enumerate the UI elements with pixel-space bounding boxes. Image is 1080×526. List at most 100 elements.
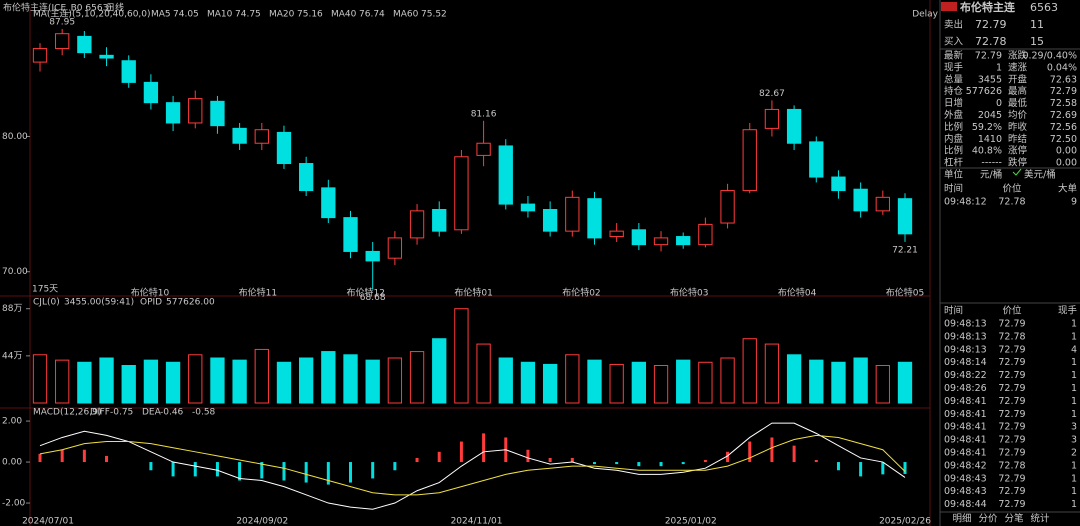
- stat-value: 72.58: [1050, 98, 1077, 109]
- volume-bar: [676, 359, 691, 404]
- stat-label: 昨结: [1008, 133, 1027, 145]
- volume-bar: [343, 354, 358, 404]
- check-icon: [1012, 168, 1022, 176]
- legend-value: 76.74: [359, 10, 385, 20]
- volume-bar: [764, 343, 780, 404]
- volume-bar: [188, 354, 203, 404]
- stat-label: 最低: [1008, 97, 1028, 109]
- stat-label: 最新: [944, 50, 964, 62]
- volume-bar: [520, 361, 536, 404]
- table-cell: 72.79: [998, 499, 1025, 510]
- candle-body: [432, 209, 447, 232]
- volume-bar: [165, 361, 181, 404]
- y-tick-label: -2.00: [2, 499, 26, 509]
- table-cell: 09:48:13: [944, 319, 987, 330]
- period-label: 布伦特04: [778, 287, 817, 299]
- tab[interactable]: 统计: [1030, 513, 1050, 525]
- candle-body: [764, 108, 780, 129]
- candle-body: [121, 60, 136, 83]
- table-header: 现手: [1058, 305, 1078, 317]
- y-tick-label: 80.00: [2, 132, 28, 142]
- legend-name: DIFF: [90, 408, 110, 418]
- candle-body: [232, 127, 247, 144]
- table-cell: 72.78: [998, 331, 1025, 342]
- table-cell: 09:48:44: [944, 499, 987, 510]
- stat-value: 3455: [978, 74, 1002, 85]
- candle-body: [742, 129, 757, 192]
- tab[interactable]: 分笔: [1004, 513, 1023, 525]
- date-label: 2024/07/01: [22, 517, 74, 526]
- candle-body: [210, 100, 225, 127]
- unit-option: 美元/桶: [1024, 169, 1056, 181]
- stat-label: 比例: [944, 121, 963, 133]
- volume-bar: [786, 354, 802, 404]
- candle-body: [99, 54, 114, 59]
- volume-bar: [99, 357, 114, 404]
- candle-body: [32, 48, 48, 63]
- date-label: 2025/01/02: [665, 517, 717, 526]
- volume-bar: [254, 348, 269, 404]
- stat-value: 72.79: [1050, 86, 1077, 97]
- candle-body: [853, 188, 868, 212]
- stat-value: 72.79: [975, 51, 1002, 62]
- table-cell: 09:48:13: [944, 344, 987, 355]
- period: 日线: [106, 2, 124, 14]
- legend-value: 75.52: [421, 10, 447, 20]
- table-header: 时间: [944, 183, 963, 195]
- stat-value: 72.56: [1050, 122, 1077, 133]
- y-tick-label: 88万: [2, 304, 22, 314]
- candle-body: [698, 223, 713, 246]
- legend-name: MA60: [393, 10, 419, 20]
- stat-value: 1410: [978, 134, 1002, 145]
- book-price: 72.79: [975, 18, 1007, 31]
- y-tick-label: 0.00: [2, 458, 22, 468]
- period-label: 布伦特01: [454, 287, 492, 299]
- volume-bar: [853, 357, 868, 404]
- table-cell: 9: [1071, 197, 1077, 208]
- candle-body: [365, 250, 380, 262]
- stat-value: 72.50: [1050, 134, 1077, 145]
- table-cell: 72.79: [998, 357, 1025, 368]
- candle-body: [631, 229, 647, 246]
- legend-name: MA5: [151, 10, 171, 20]
- table-cell: 1: [1071, 370, 1077, 381]
- badge: [941, 2, 957, 11]
- period-label: 布伦特02: [562, 287, 600, 299]
- legend-name: MA40: [331, 10, 357, 20]
- volume-bar: [897, 361, 913, 404]
- volume-bar: [609, 363, 624, 404]
- stat-value: 0.00: [1056, 146, 1077, 157]
- candle-body: [609, 230, 624, 238]
- candle-body: [897, 198, 913, 235]
- candle-body: [565, 196, 580, 232]
- candle-body: [498, 145, 513, 205]
- candle-body: [387, 237, 403, 259]
- candle-body: [831, 176, 846, 192]
- candle-body: [676, 236, 691, 246]
- legend-name: OPID: [140, 298, 162, 308]
- stat-label: 跌停: [1008, 157, 1028, 169]
- volume-bar: [476, 343, 491, 404]
- candle-body: [653, 237, 669, 246]
- volume-bar: [143, 359, 159, 404]
- volume-bar: [409, 351, 425, 404]
- table-cell: 1: [1071, 383, 1077, 394]
- volume-bar: [210, 357, 225, 404]
- tab[interactable]: 分价: [978, 514, 998, 525]
- stat-label: 持仓: [944, 85, 964, 97]
- legend-value: 74.05: [173, 10, 199, 20]
- extreme-label: 68.68: [360, 293, 386, 303]
- tab[interactable]: 明细: [952, 513, 971, 525]
- candle-body: [299, 163, 314, 192]
- stat-label: 总量: [944, 73, 964, 85]
- table-cell: 1: [1071, 331, 1077, 342]
- y-tick-label: 2.00: [2, 417, 22, 427]
- period-label: 布伦特10: [131, 287, 170, 299]
- span-label: 175天: [32, 285, 58, 295]
- period-label: 布伦特12: [346, 287, 384, 299]
- candle-body: [143, 81, 159, 104]
- table-cell: 1: [1071, 396, 1077, 407]
- legend-value: 577626.00: [166, 298, 215, 308]
- candle-body: [720, 190, 735, 224]
- candle-body: [188, 98, 203, 124]
